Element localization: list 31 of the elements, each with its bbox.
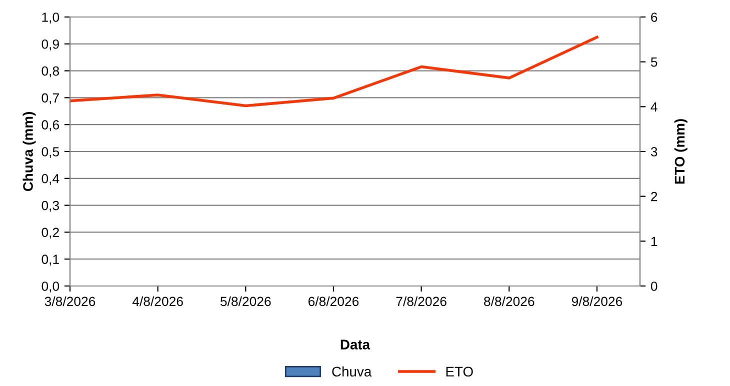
y-tick-label: 0,0 [42, 282, 60, 292]
y-tick-label: 0,6 [42, 120, 60, 132]
x-tick-label: 8/8/2026 [484, 296, 534, 306]
y-tick-label: 0,8 [42, 66, 60, 78]
y-tick-label: 0,9 [42, 39, 59, 50]
y-axis-title: Chuva (mm) [22, 112, 36, 192]
y2-tick-label: 0 [650, 282, 658, 291]
y2-axis-title: ETO (mm) [674, 119, 688, 184]
x-tick-label: 5/8/2026 [220, 296, 271, 306]
y2-tick-label: 6 [651, 12, 658, 22]
y2-tick-label: 1 [651, 236, 658, 246]
y-tick-label: 0,3 [42, 200, 60, 212]
y-tick-label: 0,2 [42, 228, 59, 239]
x-tick-label: 4/8/2026 [132, 296, 183, 306]
y2-tick-label: 3 [650, 147, 658, 156]
x-tick-label: 6/8/2026 [308, 296, 359, 306]
legend-label: ETO [446, 366, 473, 377]
x-tick-label: 3/8/2026 [44, 296, 96, 306]
y-tick-label: 1,0 [42, 12, 60, 24]
x-axis-title: Data [340, 340, 370, 350]
y-tick-label: 0,5 [42, 147, 60, 158]
legend-label: Chuva [332, 366, 372, 377]
y-tick-label: 0,4 [42, 174, 60, 185]
x-tick-label: 9/8/2026 [572, 296, 622, 306]
x-tick-label: 7/8/2026 [396, 296, 446, 306]
line-series [70, 36, 598, 108]
y2-tick-label: 2 [651, 192, 658, 202]
y-tick-label: 0,7 [42, 93, 59, 104]
y-tick-label: 0,1 [42, 254, 59, 266]
y2-tick-label: 4 [650, 102, 658, 112]
y2-tick-label: 5 [650, 58, 658, 67]
